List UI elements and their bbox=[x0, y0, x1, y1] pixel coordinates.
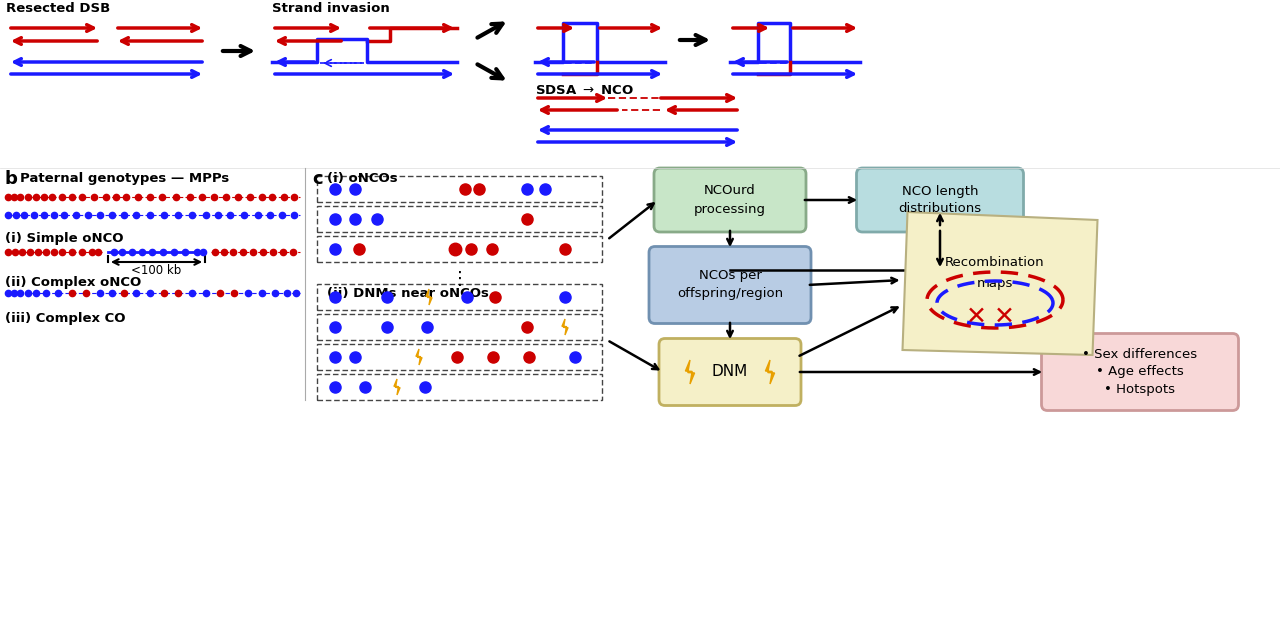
FancyBboxPatch shape bbox=[649, 246, 812, 323]
Bar bbox=[317, 284, 602, 310]
Text: ✕: ✕ bbox=[965, 305, 987, 329]
Text: Resected DSB: Resected DSB bbox=[6, 2, 110, 15]
Polygon shape bbox=[765, 360, 774, 384]
Text: • Sex differences
• Age effects
• Hotspots: • Sex differences • Age effects • Hotspo… bbox=[1083, 348, 1198, 397]
Bar bbox=[317, 374, 602, 400]
Bar bbox=[317, 344, 602, 370]
Text: c: c bbox=[312, 170, 323, 188]
Text: NCOurd
processing: NCOurd processing bbox=[694, 184, 765, 216]
Bar bbox=[317, 314, 602, 340]
Text: (ii) Complex oNCO: (ii) Complex oNCO bbox=[5, 276, 141, 289]
Polygon shape bbox=[426, 289, 433, 305]
Text: Recombination: Recombination bbox=[945, 257, 1044, 269]
Text: NCO length
distributions: NCO length distributions bbox=[899, 184, 982, 216]
Text: Paternal genotypes — MPPs: Paternal genotypes — MPPs bbox=[20, 172, 229, 185]
FancyBboxPatch shape bbox=[1042, 333, 1239, 410]
Bar bbox=[317, 236, 602, 262]
Polygon shape bbox=[686, 360, 695, 384]
Text: (iii) Complex CO: (iii) Complex CO bbox=[5, 312, 125, 325]
FancyBboxPatch shape bbox=[856, 168, 1024, 232]
Polygon shape bbox=[416, 349, 422, 365]
Bar bbox=[317, 176, 602, 202]
Text: ✕: ✕ bbox=[993, 305, 1015, 329]
Text: DNM: DNM bbox=[712, 365, 748, 380]
FancyBboxPatch shape bbox=[654, 168, 806, 232]
Text: SDSA $\rightarrow$ NCO: SDSA $\rightarrow$ NCO bbox=[535, 84, 635, 97]
Text: NCOs per
offspring/region: NCOs per offspring/region bbox=[677, 269, 783, 301]
Polygon shape bbox=[902, 212, 1097, 355]
Text: ⋮: ⋮ bbox=[451, 270, 468, 288]
Text: (i) oNCOs: (i) oNCOs bbox=[326, 172, 398, 185]
Bar bbox=[317, 206, 602, 232]
Text: b: b bbox=[5, 170, 18, 188]
FancyBboxPatch shape bbox=[659, 339, 801, 406]
Text: <100 kb: <100 kb bbox=[131, 264, 182, 277]
Text: Strand invasion: Strand invasion bbox=[273, 2, 389, 15]
Polygon shape bbox=[562, 319, 568, 335]
Text: maps: maps bbox=[977, 276, 1014, 289]
Text: (ii) DNMs near oNCOs: (ii) DNMs near oNCOs bbox=[326, 287, 489, 300]
Text: (i) Simple oNCO: (i) Simple oNCO bbox=[5, 232, 123, 245]
Polygon shape bbox=[394, 379, 401, 395]
